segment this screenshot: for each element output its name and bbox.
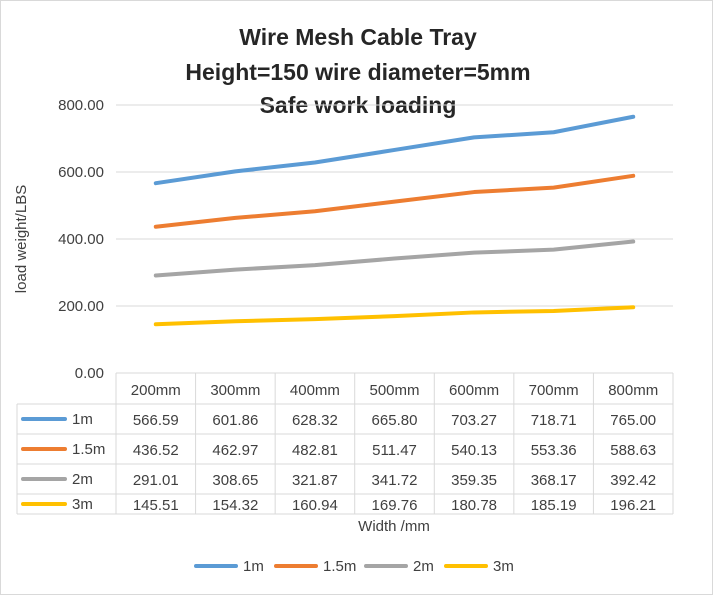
table-cell: 436.52	[133, 442, 179, 459]
table-cell: 185.19	[531, 497, 577, 514]
table-row-label: 1.5m	[72, 441, 105, 458]
table-cell: 765.00	[610, 412, 656, 429]
series-lines	[153, 114, 636, 327]
table-cell: 601.86	[212, 412, 258, 429]
table-cell: 392.42	[610, 472, 656, 489]
table-cell: 169.76	[372, 497, 418, 514]
chart-title-line-1: Wire Mesh Cable Tray	[239, 24, 477, 50]
x-axis-label: Width /mm	[358, 518, 430, 535]
table-cell: 553.36	[531, 442, 577, 459]
table-cell: 321.87	[292, 472, 338, 489]
y-tick-label: 200.00	[58, 298, 104, 315]
table-cell: 154.32	[212, 497, 258, 514]
table-header-cell: 300mm	[210, 382, 260, 399]
table-header-cell: 500mm	[369, 382, 419, 399]
table-row-label: 1m	[72, 411, 93, 428]
table-cell: 628.32	[292, 412, 338, 429]
table-cell: 588.63	[610, 442, 656, 459]
legend-label: 2m	[413, 558, 434, 575]
table-header-cell: 700mm	[529, 382, 579, 399]
legend-label: 1m	[243, 558, 264, 575]
table-cell: 359.35	[451, 472, 497, 489]
table-header-cell: 600mm	[449, 382, 499, 399]
gridlines	[116, 104, 673, 307]
table-cell: 462.97	[212, 442, 258, 459]
table-cell: 180.78	[451, 497, 497, 514]
table-cell: 341.72	[372, 472, 418, 489]
chart-title-line-2: Height=150 wire diameter=5mm	[185, 59, 530, 85]
table-cell: 145.51	[133, 497, 179, 514]
table-cell: 511.47	[372, 442, 417, 459]
y-tick-label: 800.00	[58, 97, 104, 114]
series-line-1m	[153, 114, 636, 186]
table-header-cell: 200mm	[131, 382, 181, 399]
y-tick-label: 0.00	[75, 365, 104, 382]
table-cell: 291.01	[133, 472, 179, 489]
table-cell: 665.80	[372, 412, 418, 429]
table-cell: 196.21	[610, 497, 656, 514]
table-cell: 566.59	[133, 412, 179, 429]
table-row-label: 2m	[72, 471, 93, 488]
series-line-3m	[153, 305, 636, 327]
table-row-label: 3m	[72, 496, 93, 513]
table-header-cell: 400mm	[290, 382, 340, 399]
y-tick-label: 600.00	[58, 164, 104, 181]
legend: 1m 1.5m 2m 3m	[194, 558, 514, 575]
table-cell: 482.81	[292, 442, 338, 459]
table-cell: 540.13	[451, 442, 497, 459]
table-cell: 718.71	[531, 412, 577, 429]
y-axis-label: load weight/LBS	[13, 185, 30, 293]
table-cell: 368.17	[531, 472, 577, 489]
table-header-cell: 800mm	[608, 382, 658, 399]
table-cell: 308.65	[212, 472, 258, 489]
series-line-2m	[153, 239, 636, 278]
series-line-1.5m	[153, 173, 636, 229]
legend-label: 1.5m	[323, 558, 356, 575]
y-tick-label: 400.00	[58, 231, 104, 248]
table-cell: 160.94	[292, 497, 338, 514]
legend-label: 3m	[493, 558, 514, 575]
table-cell: 703.27	[451, 412, 497, 429]
y-axis-ticks: 0.00 200.00 400.00 600.00 800.00	[58, 97, 104, 382]
data-table: 200mm 300mm 400mm 500mm 600mm 700mm 800mm 1m 566…	[16, 372, 674, 515]
